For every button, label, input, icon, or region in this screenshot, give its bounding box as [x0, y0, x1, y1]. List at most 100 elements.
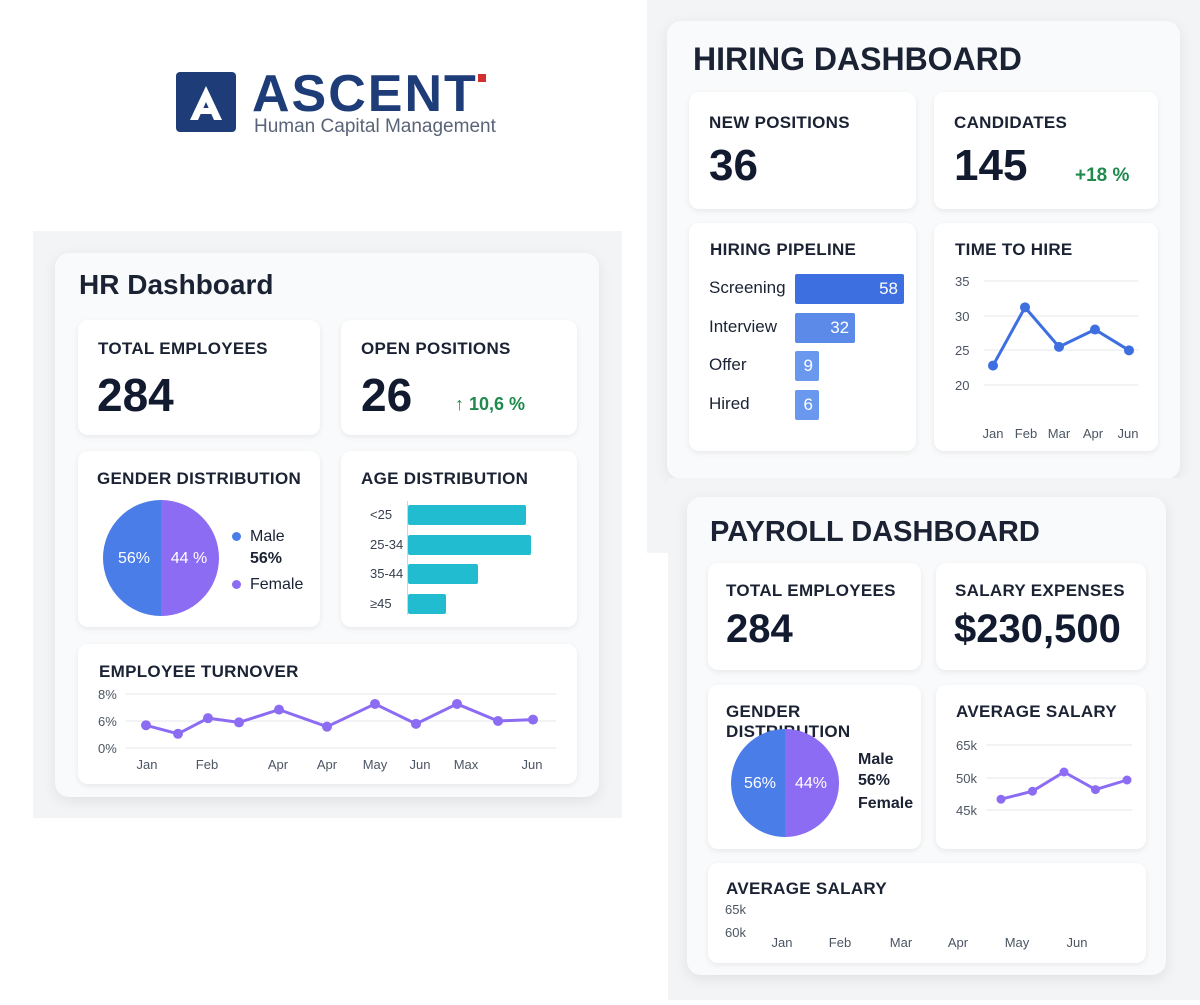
age-bar [408, 505, 526, 525]
data-point [1059, 767, 1069, 777]
data-point [1028, 786, 1037, 796]
x-tick-label: Apr [317, 757, 338, 772]
age-bar [408, 534, 531, 555]
y-tick-label: 65k [725, 902, 746, 917]
pie-label-male: 56% [744, 775, 776, 792]
data-point [988, 360, 998, 371]
card-label: AVERAGE SALARY [726, 879, 887, 898]
turnover-line-chart: 8% 6% 0% Jan Feb Apr Apr May Jun Max Jun [98, 687, 556, 772]
average-salary-wide-chart: 65k 60k Jan Feb Mar Apr May Jun [725, 902, 1088, 950]
logo-tagline: Human Capital Management [254, 116, 496, 137]
x-tick-label: Feb [196, 757, 218, 772]
legend-female: Female [858, 795, 914, 812]
x-tick-label: Jan [137, 757, 158, 772]
y-tick-label: 30 [955, 309, 969, 324]
x-tick-label: Jan [983, 426, 1004, 441]
open-positions-delta: ↑ 10,6 % [455, 394, 525, 415]
payroll-gender-card[interactable]: GENDER DISTRIBUTION 56% 44% Male 56% Fem… [708, 685, 921, 849]
x-tick-label: Apr [268, 757, 289, 772]
hiring-dashboard-panel: HIRING DASHBOARD NEW POSITIONS 36 CANDID… [667, 21, 1180, 479]
data-point [411, 718, 421, 729]
pie-slice-female [161, 500, 219, 616]
pipeline-bar-chart: Screening 58 Interview 32 Offer 9 Hired 6 [689, 223, 916, 451]
time-to-hire-line-chart: 35 30 25 20 Jan Feb Mar Apr Jun [955, 274, 1138, 441]
payroll-total-employees-card[interactable]: TOTAL EMPLOYEES 284 [708, 563, 921, 670]
pie-slice-male [103, 500, 161, 616]
total-employees-card[interactable]: TOTAL EMPLOYEES 284 [78, 320, 320, 435]
pie-slice-male [731, 729, 785, 837]
pipeline-stage-label: Offer [709, 355, 747, 374]
age-tick-label: 35-44 [370, 566, 404, 581]
x-tick-label: Feb [1015, 426, 1037, 441]
arrow-up-icon: ↑ [455, 394, 464, 414]
time-to-hire-card[interactable]: TIME TO HIRE 35 30 25 20 Jan Feb Mar Apr Jun [934, 223, 1158, 451]
card-label: TIME TO HIRE [955, 240, 1073, 259]
new-positions-value: 36 [709, 141, 758, 190]
age-axis-line [407, 501, 408, 615]
delta-value: 10,6 % [469, 394, 526, 414]
page-title: HR Dashboard [79, 269, 274, 300]
card-label: GENDER DISTRIBUTION [726, 702, 850, 741]
average-salary-card[interactable]: AVERAGE SALARY 65k 50k 45k [936, 685, 1146, 849]
data-point [173, 728, 183, 739]
data-point [1020, 302, 1030, 313]
payroll-title: PAYROLL DASHBOARD [710, 516, 1040, 548]
y-tick-label: 25 [955, 343, 969, 358]
pipeline-bar: 9 [795, 351, 819, 381]
data-point [203, 713, 213, 724]
y-tick-label: 35 [955, 274, 969, 289]
data-point [452, 698, 462, 709]
x-tick-label: Jun [522, 757, 543, 772]
card-label: AVERAGE SALARY [956, 702, 1117, 721]
data-point [370, 698, 380, 709]
salary-expenses-card[interactable]: SALARY EXPENSES $230,500 [936, 563, 1146, 670]
open-positions-card[interactable]: OPEN POSITIONS 26 ↑ 10,6 % [341, 320, 577, 435]
pipeline-stage-label: Hired [709, 393, 750, 413]
candidates-delta: +18 % [1075, 165, 1130, 186]
legend-male: Male [858, 751, 894, 768]
card-label: CANDIDATES [954, 113, 1068, 132]
candidates-card[interactable]: CANDIDATES 145 +18 % [934, 92, 1158, 209]
pipeline-bar: 58 [795, 274, 904, 304]
x-tick-label: Jan [772, 935, 793, 950]
pie-label-female: 44 % [171, 550, 207, 567]
y-tick-label: 45k [956, 803, 977, 818]
y-tick-label: 0% [98, 741, 117, 756]
x-tick-label: Jun [410, 757, 431, 772]
y-tick-label: 60k [725, 925, 746, 940]
average-salary-wide-card[interactable]: AVERAGE SALARY 65k 60k Jan Feb Mar Apr May Jun [708, 863, 1146, 963]
data-point [493, 716, 503, 726]
data-point [322, 721, 332, 732]
data-point [1054, 341, 1064, 352]
legend-male-value: 56% [858, 772, 891, 789]
pipeline-bar: 6 [795, 389, 819, 420]
payroll-gender-pie-chart: 56% 44% [731, 729, 840, 837]
card-label: HIRING PIPELINE [710, 240, 857, 259]
card-label: OPEN POSITIONS [361, 339, 511, 358]
gender-distribution-card[interactable]: GENDER DISTRIBUTION 56% 44 % Male 56% Fe… [78, 451, 320, 627]
age-tick-label: ≥45 [370, 595, 392, 611]
data-point [1091, 785, 1100, 795]
age-distribution-card[interactable]: AGE DISTRIBUTION <25 25-34 35-44 ≥45 [341, 451, 577, 627]
x-tick-label: Jun [1067, 935, 1088, 950]
card-label: TOTAL EMPLOYEES [98, 339, 268, 358]
data-point [234, 717, 244, 728]
x-tick-label: Apr [948, 935, 969, 950]
hiring-pipeline-card[interactable]: HIRING PIPELINE Screening 58 Interview 32 Of… [689, 223, 916, 451]
y-tick-label: 50k [956, 771, 977, 786]
employee-turnover-card[interactable]: EMPLOYEE TURNOVER 8% 6% 0% Jan Feb Apr Apr May J… [78, 644, 577, 784]
legend-female: Female [232, 576, 303, 594]
x-tick-label: Mar [1048, 426, 1071, 441]
hiring-title: HIRING DASHBOARD [693, 41, 1022, 77]
age-bar [408, 564, 478, 584]
pipeline-stage-label: Interview [709, 316, 778, 336]
y-tick-label: 65k [956, 738, 977, 753]
age-tick-label: 25-34 [370, 536, 404, 552]
age-bar-chart: <25 25-34 35-44 ≥45 [341, 451, 577, 627]
pipeline-stage-label: Screening [709, 278, 786, 297]
x-tick-label: Mar [890, 935, 913, 950]
pipeline-bar: 32 [795, 312, 856, 343]
new-positions-card[interactable]: NEW POSITIONS 36 [689, 92, 916, 209]
age-bar [408, 593, 446, 614]
hr-dashboard-panel: HR Dashboard TOTAL EMPLOYEES 284 OPEN PO… [55, 253, 599, 797]
